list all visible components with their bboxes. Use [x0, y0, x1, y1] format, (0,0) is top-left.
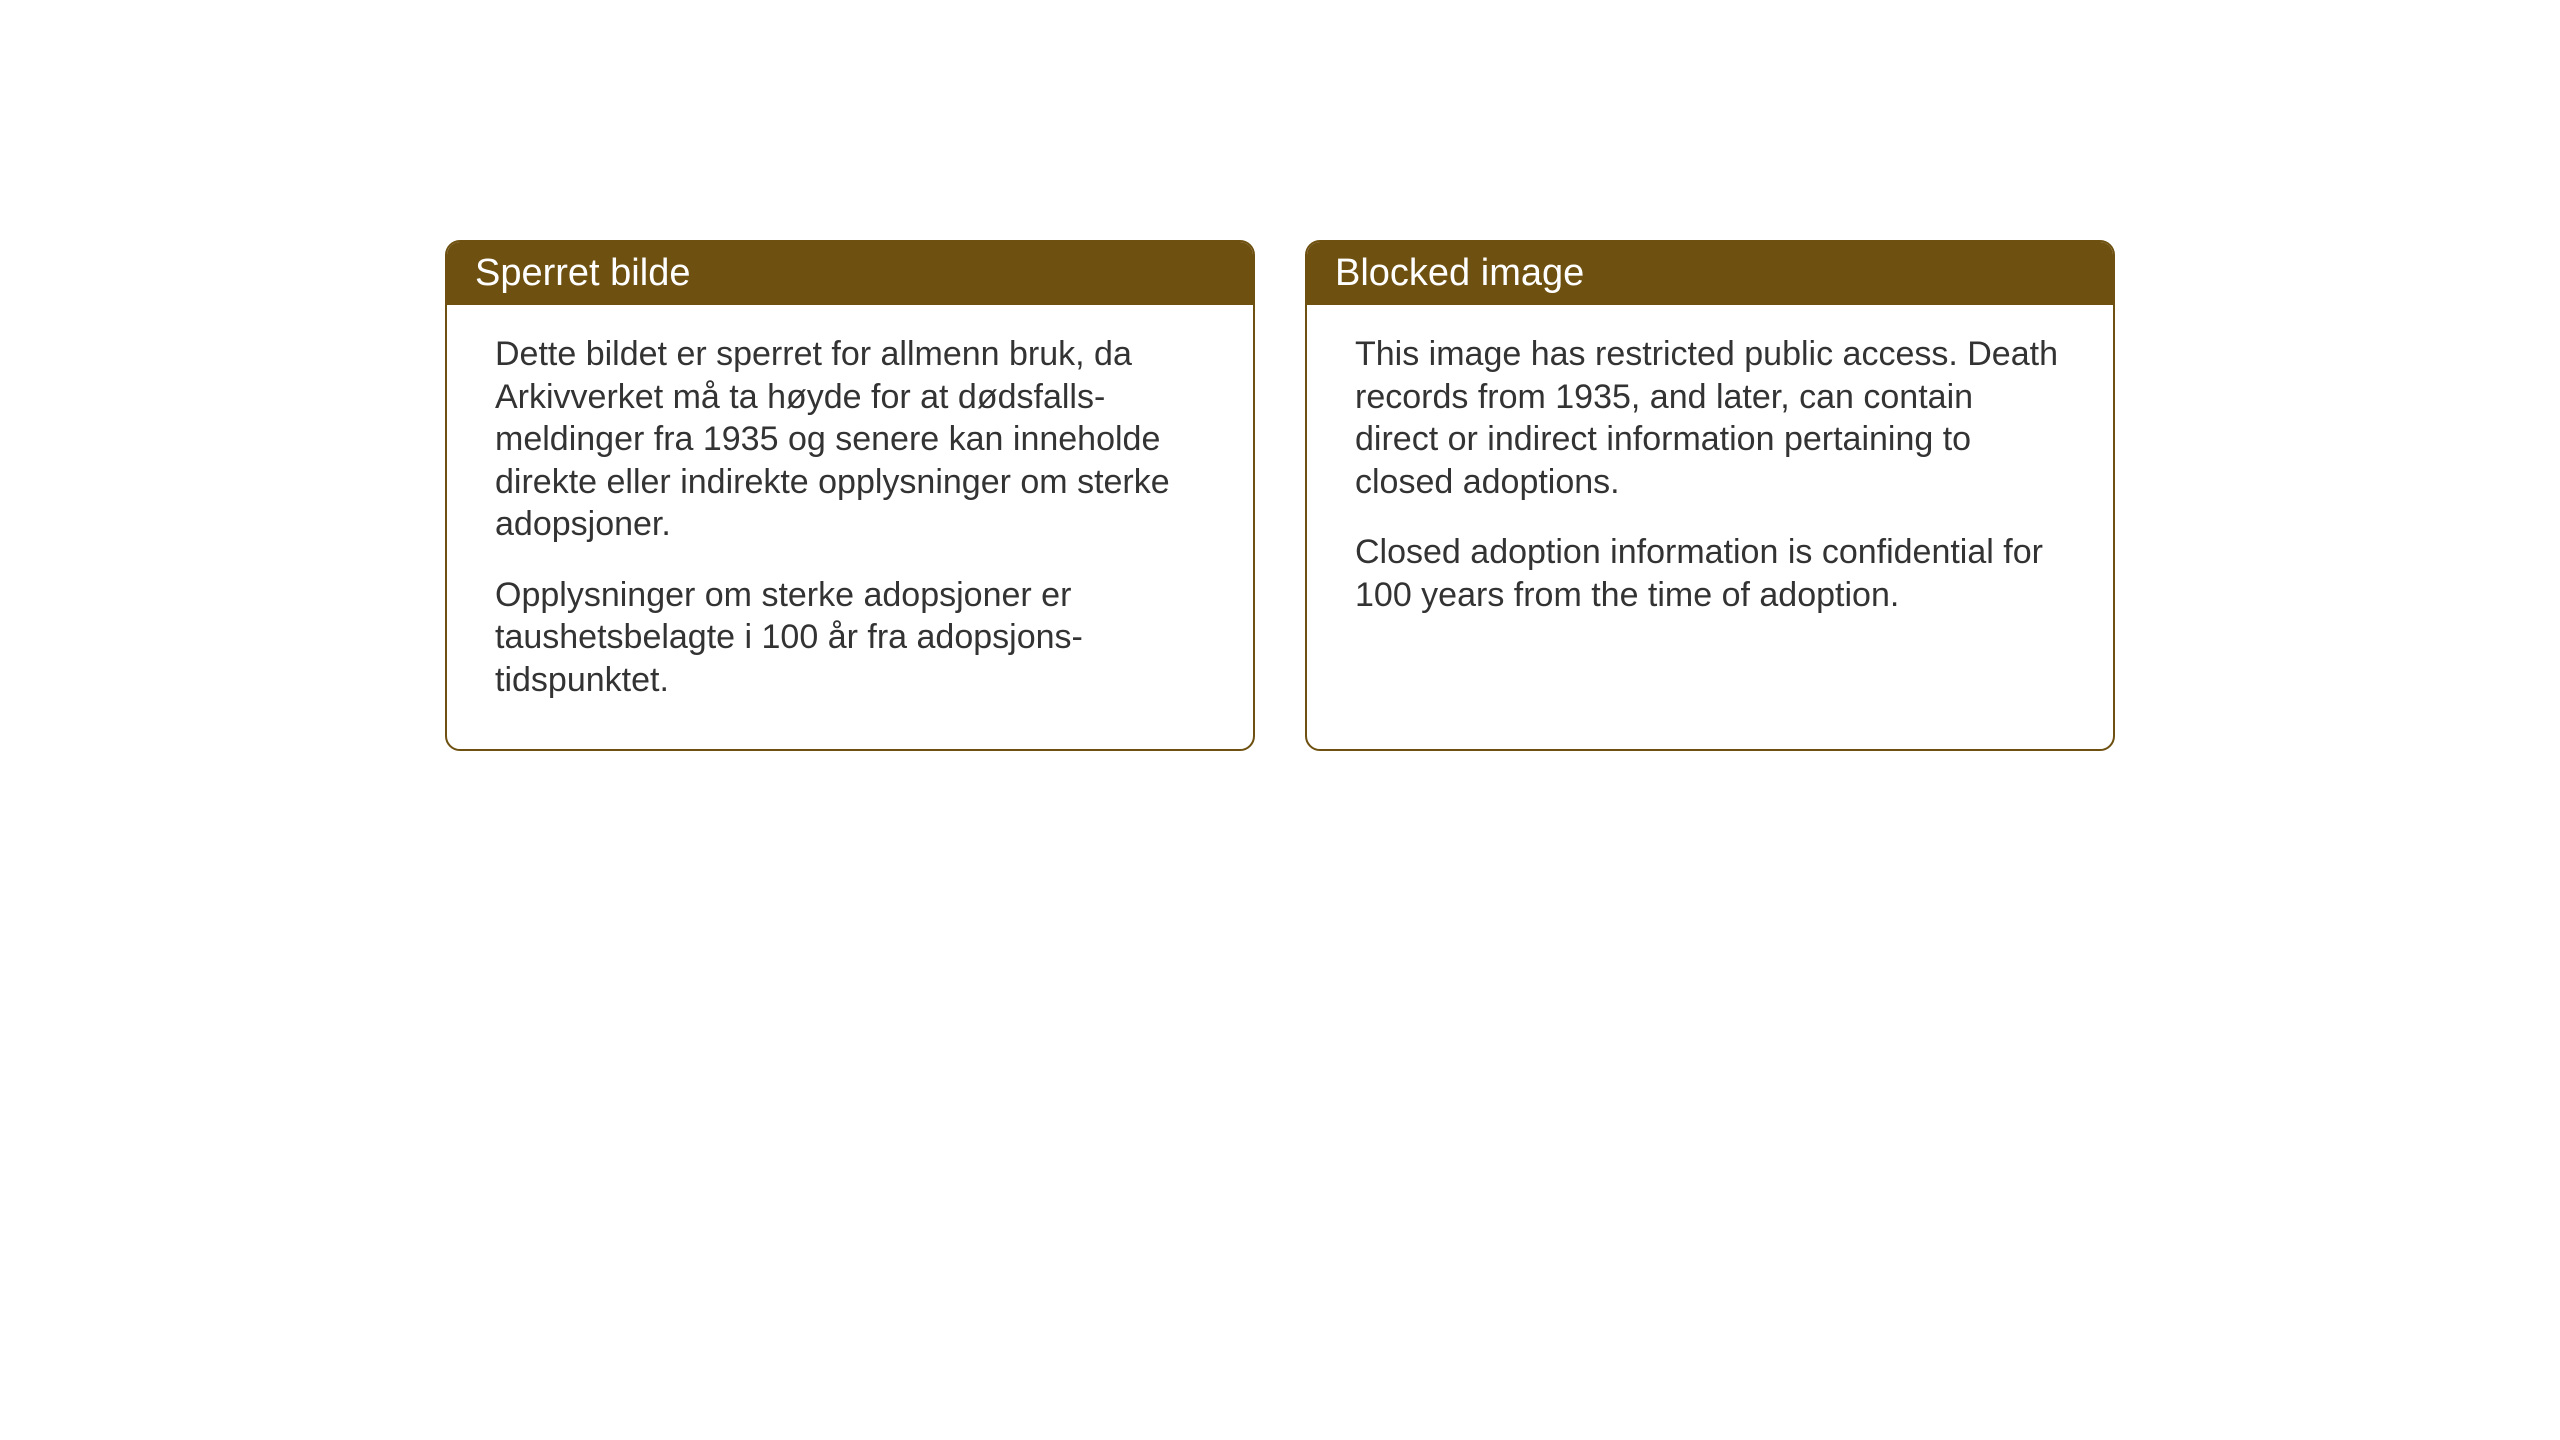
- card-english-paragraph-2: Closed adoption information is confident…: [1355, 531, 2065, 616]
- card-norwegian-header: Sperret bilde: [447, 242, 1253, 305]
- card-english-body: This image has restricted public access.…: [1307, 305, 2113, 664]
- card-english: Blocked image This image has restricted …: [1305, 240, 2115, 751]
- card-english-header: Blocked image: [1307, 242, 2113, 305]
- card-english-title: Blocked image: [1335, 252, 1584, 294]
- card-english-paragraph-1: This image has restricted public access.…: [1355, 333, 2065, 503]
- card-norwegian: Sperret bilde Dette bildet er sperret fo…: [445, 240, 1255, 751]
- cards-container: Sperret bilde Dette bildet er sperret fo…: [445, 240, 2115, 751]
- card-norwegian-title: Sperret bilde: [475, 252, 690, 294]
- card-norwegian-paragraph-2: Opplysninger om sterke adopsjoner er tau…: [495, 574, 1205, 702]
- card-norwegian-body: Dette bildet er sperret for allmenn bruk…: [447, 305, 1253, 749]
- card-norwegian-paragraph-1: Dette bildet er sperret for allmenn bruk…: [495, 333, 1205, 546]
